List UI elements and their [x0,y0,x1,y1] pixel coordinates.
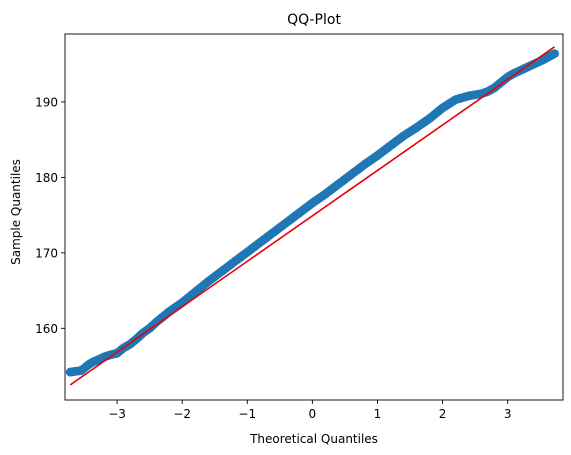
y-tick-label: 190 [35,95,58,109]
chart-title: QQ-Plot [287,12,341,28]
qq-points [65,49,559,377]
x-tick-label: −1 [238,407,256,421]
axes-frame [64,33,564,401]
x-tick-label: 1 [374,407,382,421]
x-tick-label: 2 [439,407,447,421]
axes: −3 −2 −1 0 1 2 3 160 170 180 190 [35,33,564,421]
x-tick-label: −2 [173,407,191,421]
plot-area [65,46,559,386]
y-tick-label: 170 [35,246,58,260]
reference-line [69,46,555,386]
x-tick-label: 3 [504,407,512,421]
x-tick-label: 0 [309,407,317,421]
y-axis-label: Sample Quantiles [9,159,23,265]
y-tick-label: 160 [35,322,58,336]
x-axis-label: Theoretical Quantiles [249,432,378,446]
x-tick-label: −3 [108,407,126,421]
qq-point [550,49,559,59]
y-tick-label: 180 [35,171,58,185]
